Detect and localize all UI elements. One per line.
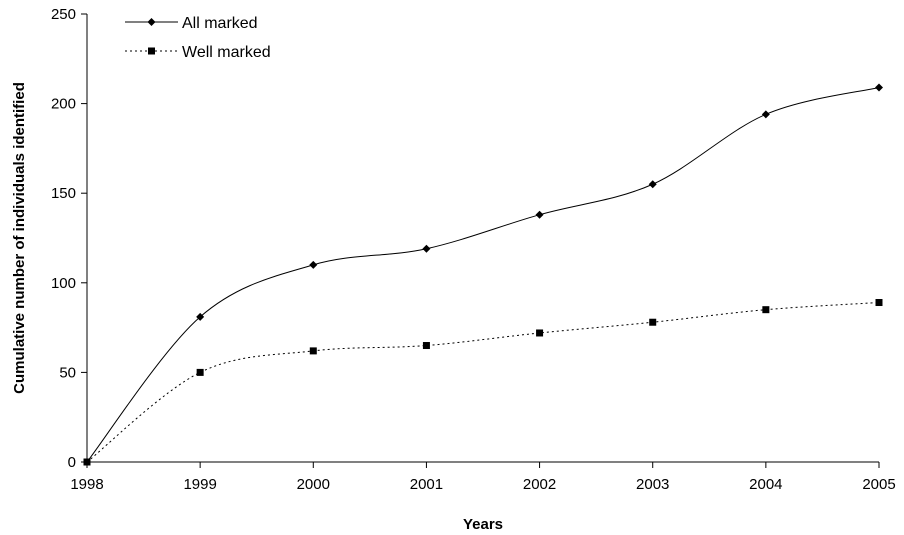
legend-label: All marked xyxy=(182,15,258,32)
series-line xyxy=(86,86,880,463)
legend: All marked Well marked xyxy=(125,15,271,61)
x-tick-label: 2003 xyxy=(636,476,669,493)
data-point xyxy=(83,458,91,466)
data-point xyxy=(535,210,544,219)
series-group xyxy=(83,83,883,466)
y-ticks: 0 50 100 150 200 250 xyxy=(51,6,87,471)
data-point xyxy=(761,110,770,119)
data-point xyxy=(309,347,317,355)
x-tick-label: 2001 xyxy=(410,476,443,493)
y-tick-label: 50 xyxy=(59,364,76,381)
y-tick-label: 200 xyxy=(51,96,76,113)
x-tick-label: 2002 xyxy=(523,476,556,493)
series-line xyxy=(86,302,880,463)
x-tick-label: 1998 xyxy=(70,476,103,493)
data-point xyxy=(422,244,431,253)
x-tick-label: 2004 xyxy=(749,476,782,493)
x-tick-label: 2005 xyxy=(862,476,895,493)
y-tick-label: 150 xyxy=(51,185,76,202)
axes xyxy=(86,14,879,463)
data-point xyxy=(875,299,883,307)
series-all-marked xyxy=(83,83,883,466)
x-axis-title: Years xyxy=(463,516,503,533)
x-tick-label: 2000 xyxy=(297,476,330,493)
legend-label: Well marked xyxy=(182,44,271,61)
legend-marker xyxy=(147,18,156,26)
legend-marker xyxy=(148,47,155,55)
data-point xyxy=(196,312,205,321)
data-point xyxy=(648,180,657,189)
y-axis-title: Cumulative number of individuals identif… xyxy=(11,82,28,394)
x-ticks: 1998 1999 2000 2001 2002 2003 2004 2005 xyxy=(70,462,896,493)
y-tick-label: 250 xyxy=(51,6,76,23)
y-tick-label: 0 xyxy=(68,454,76,471)
data-point xyxy=(762,306,770,314)
x-tick-label: 1999 xyxy=(183,476,216,493)
y-tick-label: 100 xyxy=(51,275,76,292)
data-point xyxy=(536,329,544,337)
series-well-marked xyxy=(83,299,883,466)
data-point xyxy=(196,368,204,376)
data-point xyxy=(422,342,430,350)
data-point xyxy=(649,318,657,326)
data-point xyxy=(309,260,318,269)
data-point xyxy=(875,83,883,92)
